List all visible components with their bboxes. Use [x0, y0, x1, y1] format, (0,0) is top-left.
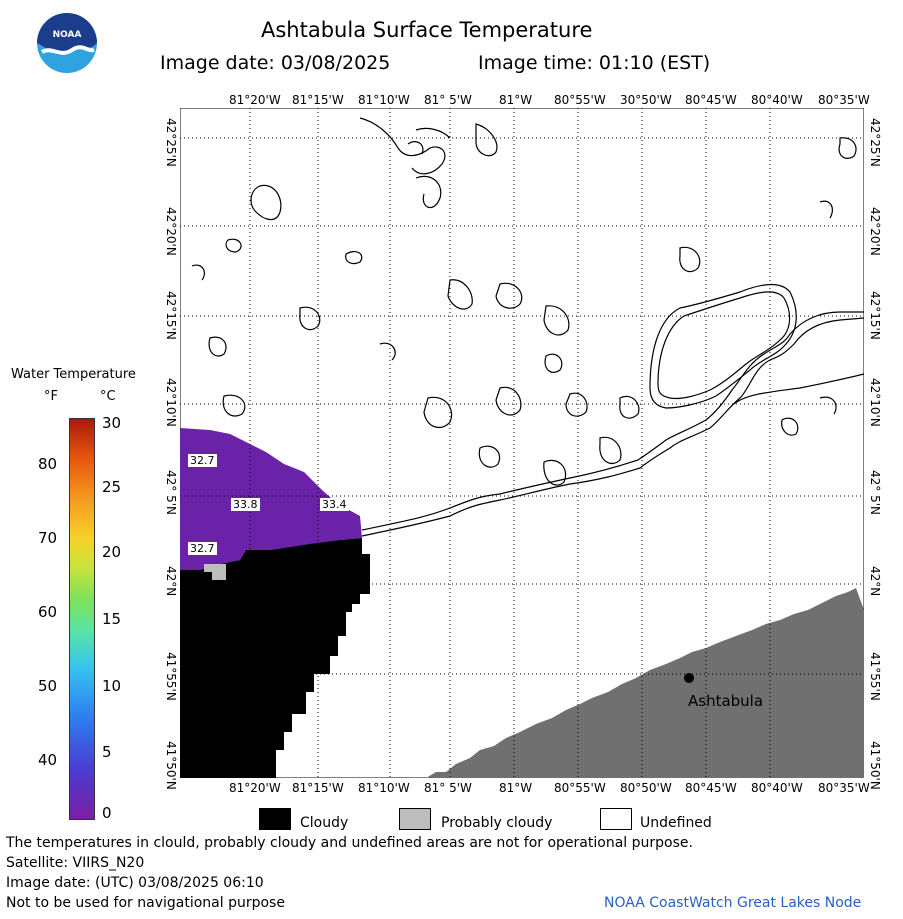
- noaa-logo-text: NOAA: [53, 30, 82, 40]
- lon-label-top: 81°W: [499, 93, 533, 107]
- lat-label-left: 42° 5'N: [164, 470, 178, 515]
- city-label: Ashtabula: [688, 692, 764, 710]
- lon-label-top: 81°20'W: [229, 93, 281, 107]
- credit-text: NOAA CoastWatch Great Lakes Node: [604, 895, 862, 911]
- colorbar-tick-f: 70: [38, 529, 58, 547]
- legend-swatch-cloudy: [259, 808, 291, 830]
- lat-label-right: 42°15'N: [868, 291, 882, 340]
- land-area: [426, 588, 864, 778]
- lon-label-bottom: 81°W: [499, 781, 533, 795]
- lon-label-bottom: 80°45'W: [685, 781, 737, 795]
- noaa-logo: NOAA: [36, 12, 98, 74]
- colorbar-tick-f: 40: [38, 751, 58, 769]
- colorbar-title: Water Temperature: [11, 367, 136, 382]
- lon-label-top: 80°40'W: [751, 93, 803, 107]
- lat-label-right: 41°50'N: [868, 741, 882, 790]
- lon-label-top: 30°50'W: [620, 93, 672, 107]
- legend-label-probably-cloudy: Probably cloudy: [441, 815, 553, 831]
- legend-swatch-probably-cloudy: [399, 808, 431, 830]
- shoreline-contour: [361, 317, 865, 537]
- image-date: Image date: 03/08/2025: [160, 52, 391, 74]
- temperature-label: 33.4: [320, 498, 349, 511]
- legend-label-undefined: Undefined: [640, 815, 712, 831]
- legend-swatch-undefined: [600, 808, 632, 830]
- temperature-label: 32.7: [188, 454, 217, 467]
- lat-label-right: 42°20'N: [868, 207, 882, 256]
- satellite-text: Satellite: VIIRS_N20: [6, 855, 145, 871]
- graticule: [180, 108, 864, 778]
- colorbar-tick-c: 10: [102, 677, 122, 695]
- city-marker: [684, 673, 694, 683]
- lat-label-right: 41°55'N: [868, 652, 882, 701]
- lat-label-left: 42°N: [164, 566, 178, 597]
- colorbar-tick-c: 25: [102, 478, 122, 496]
- map-canvas: [179, 107, 865, 779]
- lat-label-right: 42°N: [868, 566, 882, 597]
- lon-label-bottom: 81°10'W: [358, 781, 410, 795]
- nav-warning-text: Not to be used for navigational purpose: [6, 895, 285, 911]
- colorbar-tick-c: 30: [102, 414, 122, 432]
- page-title: Ashtabula Surface Temperature: [261, 18, 593, 42]
- lat-label-right: 42° 5'N: [868, 470, 882, 515]
- utc-date-text: Image date: (UTC) 03/08/2025 06:10: [6, 875, 264, 891]
- lat-label-left: 42°10'N: [164, 378, 178, 427]
- lon-label-bottom: 80°50'W: [620, 781, 672, 795]
- colorbar-tick-f: 60: [38, 603, 58, 621]
- lat-label-left: 42°15'N: [164, 291, 178, 340]
- colorbar-tick-f: 80: [38, 455, 58, 473]
- lon-label-top: 80°55'W: [554, 93, 606, 107]
- map-panel: [179, 107, 865, 779]
- lat-label-right: 42°10'N: [868, 378, 882, 427]
- colorbar-tick-f: 50: [38, 677, 58, 695]
- colorbar: [69, 418, 95, 820]
- lat-label-left: 42°25'N: [164, 118, 178, 167]
- lon-label-bottom: 80°55'W: [554, 781, 606, 795]
- colorbar-unit-f: °F: [44, 389, 58, 404]
- image-time: Image time: 01:10 (EST): [478, 52, 711, 74]
- lat-label-left: 41°50'N: [164, 741, 178, 790]
- cloud-area: [180, 538, 370, 778]
- probably-cloudy-area: [204, 564, 226, 580]
- lon-label-bottom: 81°15'W: [292, 781, 344, 795]
- lon-label-top: 81° 5'W: [424, 93, 472, 107]
- colorbar-tick-c: 20: [102, 543, 122, 561]
- temperature-label: 32.7: [188, 542, 217, 555]
- lon-label-top: 81°15'W: [292, 93, 344, 107]
- colorbar-tick-c: 5: [102, 743, 112, 761]
- water-temperature-area: [180, 428, 362, 570]
- lat-label-right: 42°25'N: [868, 118, 882, 167]
- temperature-label: 33.8: [231, 498, 260, 511]
- lat-label-left: 42°20'N: [164, 207, 178, 256]
- lon-label-top: 80°35'W: [818, 93, 870, 107]
- lon-label-bottom: 81°20'W: [229, 781, 281, 795]
- lon-label-bottom: 80°35'W: [818, 781, 870, 795]
- lon-label-bottom: 81° 5'W: [424, 781, 472, 795]
- lon-label-top: 80°45'W: [685, 93, 737, 107]
- lon-label-bottom: 80°40'W: [751, 781, 803, 795]
- legend-label-cloudy: Cloudy: [300, 815, 349, 831]
- lat-label-left: 41°55'N: [164, 652, 178, 701]
- disclaimer-text: The temperatures in clould, probably clo…: [6, 835, 693, 851]
- colorbar-tick-c: 15: [102, 610, 122, 628]
- colorbar-tick-c: 0: [102, 804, 112, 822]
- lon-label-top: 81°10'W: [358, 93, 410, 107]
- colorbar-unit-c: °C: [100, 389, 116, 404]
